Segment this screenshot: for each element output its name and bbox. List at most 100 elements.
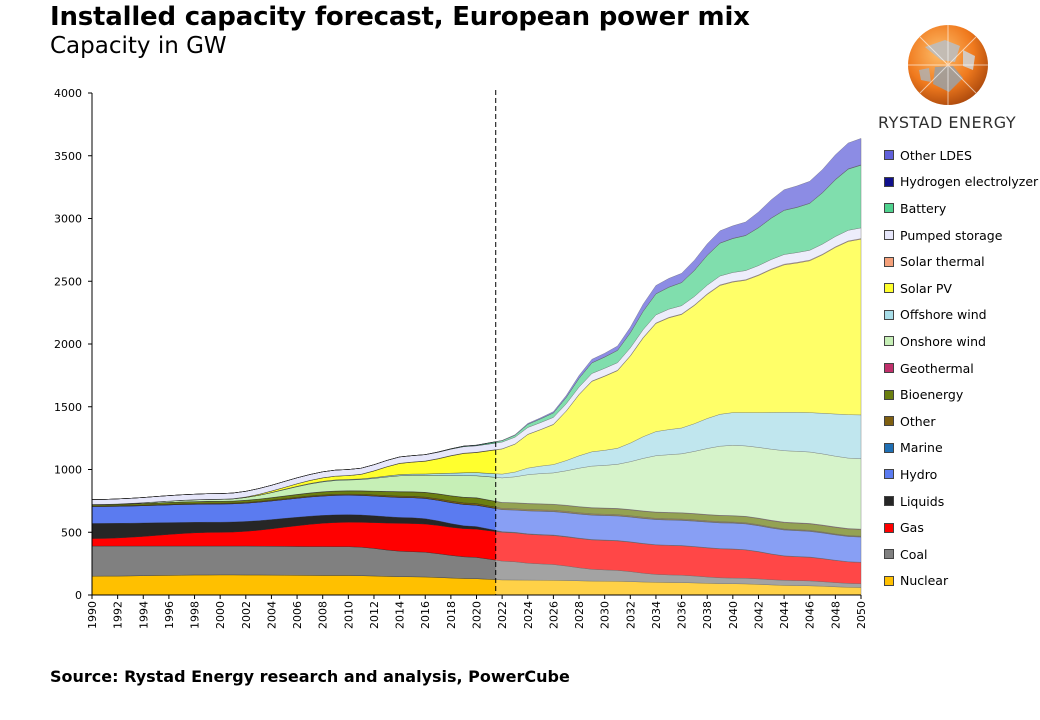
legend-swatch	[884, 442, 894, 453]
legend-swatch	[884, 336, 894, 347]
legend-item-bioenergy: Bioenergy	[884, 381, 1034, 408]
legend-label: Battery	[900, 200, 947, 216]
x-tick-label: 2000	[214, 601, 227, 629]
legend-swatch	[884, 203, 894, 214]
legend-item-gas: Gas	[884, 514, 1034, 541]
x-tick-label: 2020	[471, 601, 484, 629]
x-tick-label: 2048	[829, 601, 842, 629]
legend-swatch	[884, 496, 894, 507]
legend-item-liquids: Liquids	[884, 488, 1034, 515]
legend-item-geothermal: Geothermal	[884, 355, 1034, 382]
x-tick-label: 2002	[240, 601, 253, 629]
x-tick-label: 2046	[804, 601, 817, 629]
legend-swatch	[884, 283, 894, 294]
legend-label: Other LDES	[900, 147, 972, 163]
forecast-shade	[495, 93, 861, 595]
legend-swatch	[884, 416, 894, 427]
legend-label: Other	[900, 413, 936, 429]
y-tick-label: 1500	[54, 401, 82, 414]
x-tick-label: 2042	[752, 601, 765, 629]
x-tick-label: 2006	[291, 601, 304, 629]
x-tick-label: 1992	[112, 601, 125, 629]
chart-legend: Other LDES Hydrogen electrolyzer Battery Pu…	[884, 142, 1038, 595]
legend-swatch	[884, 256, 894, 267]
legend-label: Nuclear	[900, 573, 949, 589]
rystad-logo-icon	[908, 24, 988, 105]
y-tick-label: 3500	[54, 150, 82, 163]
y-tick-label: 4000	[54, 87, 82, 100]
x-tick-label: 2016	[419, 601, 432, 629]
x-tick-label: 1990	[86, 601, 99, 629]
legend-item-solar-thermal: Solar thermal	[884, 248, 1034, 275]
legend-item-offshore-wind: Offshore wind	[884, 302, 1034, 329]
y-tick-label: 0	[75, 589, 82, 602]
y-tick-label: 500	[61, 526, 82, 539]
x-tick-label: 2036	[676, 601, 689, 629]
x-tick-label: 2022	[496, 601, 509, 629]
legend-item-hydrogen-electrolyzer: Hydrogen electrolyzer	[884, 169, 1038, 196]
legend-item-coal: Coal	[884, 541, 1034, 568]
x-tick-label: 2028	[573, 601, 586, 629]
x-tick-label: 2050	[855, 601, 868, 629]
y-tick-label: 2500	[54, 275, 82, 288]
legend-swatch	[884, 469, 894, 480]
legend-swatch	[884, 575, 894, 586]
x-tick-label: 2032	[624, 601, 637, 629]
chart-title: Installed capacity forecast, European po…	[50, 2, 750, 32]
legend-item-other: Other	[884, 408, 1034, 435]
legend-swatch	[884, 549, 894, 560]
legend-swatch	[884, 309, 894, 320]
legend-item-pumped-storage: Pumped storage	[884, 222, 1034, 249]
legend-label: Coal	[900, 546, 928, 562]
legend-label: Pumped storage	[900, 227, 1003, 243]
x-tick-label: 2024	[522, 601, 535, 629]
legend-item-marine: Marine	[884, 435, 1034, 462]
legend-item-nuclear: Nuclear	[884, 568, 1034, 595]
legend-label: Solar thermal	[900, 254, 985, 270]
brand-name: RYSTAD ENERGY	[878, 113, 1017, 132]
legend-label: Hydrogen electrolyzer	[900, 174, 1039, 190]
y-tick-label: 2000	[54, 338, 82, 351]
legend-item-hydro: Hydro	[884, 461, 1034, 488]
source-note: Source: Rystad Energy research and analy…	[50, 667, 570, 686]
legend-swatch	[884, 363, 894, 374]
legend-item-solar-pv: Solar PV	[884, 275, 1034, 302]
legend-label: Liquids	[900, 493, 945, 509]
x-tick-label: 1994	[137, 601, 150, 629]
legend-label: Gas	[900, 520, 924, 536]
x-tick-label: 2012	[368, 601, 381, 629]
legend-label: Marine	[900, 440, 943, 456]
x-tick-label: 2034	[650, 601, 663, 629]
y-tick-label: 1000	[54, 464, 82, 477]
x-tick-label: 2040	[727, 601, 740, 629]
legend-label: Onshore wind	[900, 333, 986, 349]
legend-item-onshore-wind: Onshore wind	[884, 328, 1034, 355]
legend-swatch	[884, 230, 894, 241]
x-tick-label: 1998	[189, 601, 202, 629]
x-tick-label: 2038	[701, 601, 714, 629]
legend-label: Bioenergy	[900, 387, 964, 403]
x-tick-label: 2026	[547, 601, 560, 629]
x-tick-label: 2018	[445, 601, 458, 629]
x-tick-label: 2008	[317, 601, 330, 629]
area-series-group	[91, 138, 862, 596]
legend-label: Solar PV	[900, 280, 952, 296]
legend-swatch	[884, 150, 894, 161]
legend-label: Geothermal	[900, 360, 974, 376]
x-tick-label: 2044	[778, 601, 791, 629]
x-tick-label: 2014	[394, 601, 407, 629]
chart-subtitle: Capacity in GW	[50, 33, 227, 59]
y-tick-label: 3000	[54, 213, 82, 226]
legend-swatch	[884, 176, 894, 187]
x-tick-label: 2010	[342, 601, 355, 629]
legend-swatch	[884, 522, 894, 533]
x-tick-label: 2004	[265, 601, 278, 629]
area-other-ldes	[91, 138, 862, 500]
legend-item-other-ldes: Other LDES	[884, 142, 1034, 169]
legend-item-battery: Battery	[884, 195, 1034, 222]
x-tick-label: 1996	[163, 601, 176, 629]
legend-label: Offshore wind	[900, 307, 987, 323]
legend-label: Hydro	[900, 466, 938, 482]
legend-swatch	[884, 389, 894, 400]
